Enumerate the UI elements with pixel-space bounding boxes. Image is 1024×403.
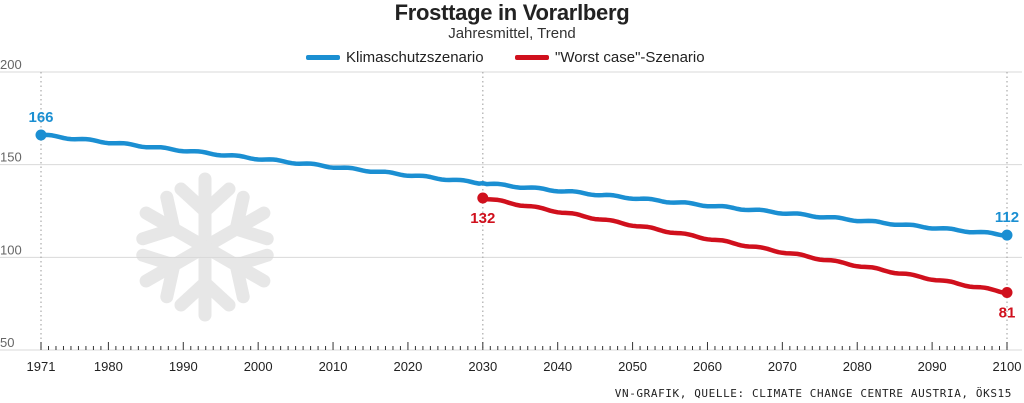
- legend: Klimaschutzszenario "Worst case"-Szenari…: [0, 49, 1024, 69]
- y-tick-label: 200: [0, 57, 22, 72]
- x-tick-label: 2000: [244, 359, 273, 374]
- x-tick-label: 1980: [94, 359, 123, 374]
- x-tick-label: 1971: [27, 359, 56, 374]
- legend-label: Klimaschutzszenario: [346, 49, 484, 66]
- series-line-worst-case: [480, 195, 1010, 295]
- data-point-marker: [1001, 229, 1013, 241]
- x-tick-label: 2040: [543, 359, 572, 374]
- data-point-marker: [477, 192, 489, 204]
- legend-label: "Worst case"-Szenario: [555, 49, 705, 66]
- chart-title: Frosttage in Vorarlberg: [394, 0, 630, 25]
- x-tick-label: 2070: [768, 359, 797, 374]
- chart-subtitle: Jahresmittel, Trend: [448, 25, 576, 42]
- x-tick-label: 2090: [918, 359, 947, 374]
- y-tick-label: 50: [0, 335, 14, 350]
- y-tick-label: 100: [0, 242, 22, 257]
- x-tick-label: 2010: [319, 359, 348, 374]
- x-tick-label: 2100: [993, 359, 1022, 374]
- data-label: 132: [470, 210, 495, 227]
- legend-swatch-blue: [306, 55, 340, 60]
- legend-item-klimaschutz: Klimaschutzszenario: [306, 49, 484, 66]
- y-tick-label: 150: [0, 150, 22, 165]
- x-tick-label: 1990: [169, 359, 198, 374]
- legend-swatch-red: [515, 55, 549, 60]
- snowflake-icon: [134, 172, 276, 315]
- x-tick-label: 2030: [468, 359, 497, 374]
- data-label: 166: [28, 109, 53, 126]
- x-tick-label: 2060: [693, 359, 722, 374]
- data-label: 112: [995, 209, 1019, 226]
- x-tick-label: 2050: [618, 359, 647, 374]
- x-tick-label: 2080: [843, 359, 872, 374]
- data-point-marker: [1001, 287, 1013, 299]
- source-note: VN-GRAFIK, QUELLE: CLIMATE CHANGE CENTRE…: [614, 387, 1012, 400]
- series-line-klimaschutz: [38, 132, 1010, 238]
- legend-item-worst-case: "Worst case"-Szenario: [515, 49, 705, 66]
- data-label: 81: [999, 305, 1016, 322]
- x-tick-label: 2020: [393, 359, 422, 374]
- data-point-marker: [35, 129, 47, 141]
